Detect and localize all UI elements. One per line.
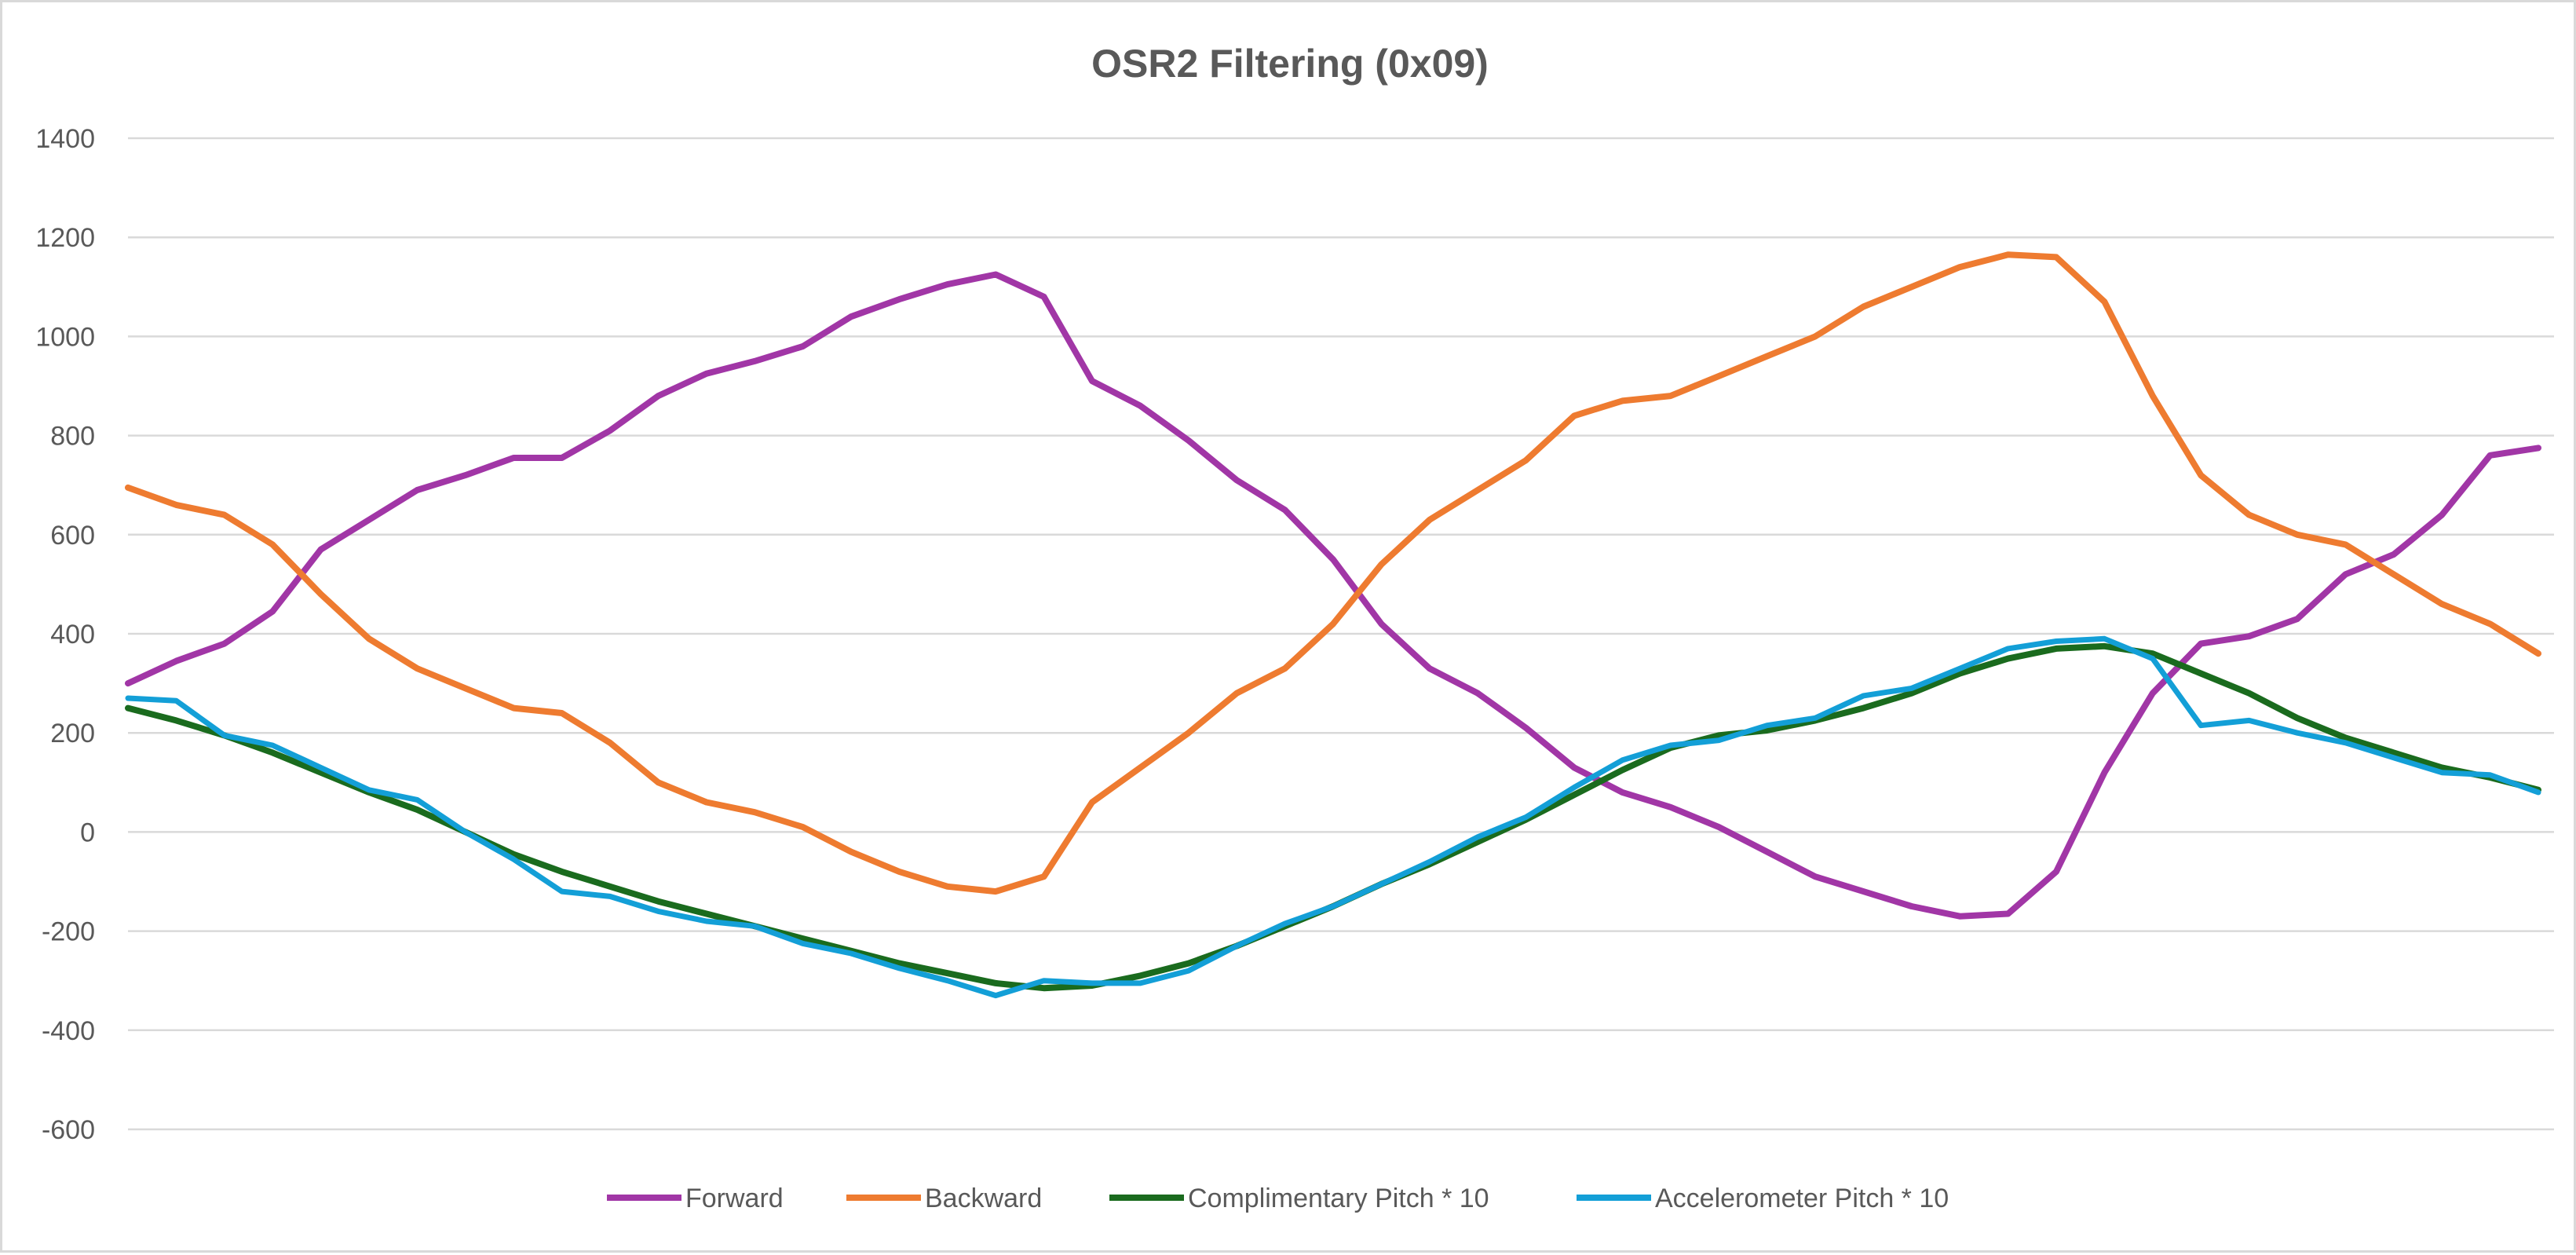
y-tick-label: 0 [80,818,95,847]
gridlines [128,137,2554,1131]
chart-title: OSR2 Filtering (0x09) [1091,42,1489,86]
y-tick-label: 1200 [35,223,95,253]
y-tick-label: 800 [50,422,95,452]
legend-label: Backward [925,1184,1042,1213]
y-tick-label: -600 [42,1115,95,1145]
y-tick-label: -400 [42,1016,95,1046]
series-line-backward [125,251,2541,895]
y-tick-label: 600 [50,521,95,551]
y-tick-label: 1400 [35,124,95,154]
legend-label: Complimentary Pitch * 10 [1188,1184,1489,1213]
legend-label: Forward [685,1184,784,1213]
legend: Forward Backward Complimentary Pitch * 10 A… [607,1184,1949,1213]
series-line-forward [125,271,2541,920]
y-tick-label: 400 [50,620,95,649]
y-tick-label: 200 [50,719,95,748]
legend-label: Accelerometer Pitch * 10 [1655,1184,1949,1213]
y-axis-tick-labels: 1400 1200 1000 800 600 400 200 0 -200 -400 -600 [35,124,95,1145]
y-tick-label: 1000 [35,322,95,352]
series-lines [125,251,2541,999]
y-tick-label: -200 [42,917,95,947]
series-line-accelerometer-pitch-10 [125,635,2541,999]
